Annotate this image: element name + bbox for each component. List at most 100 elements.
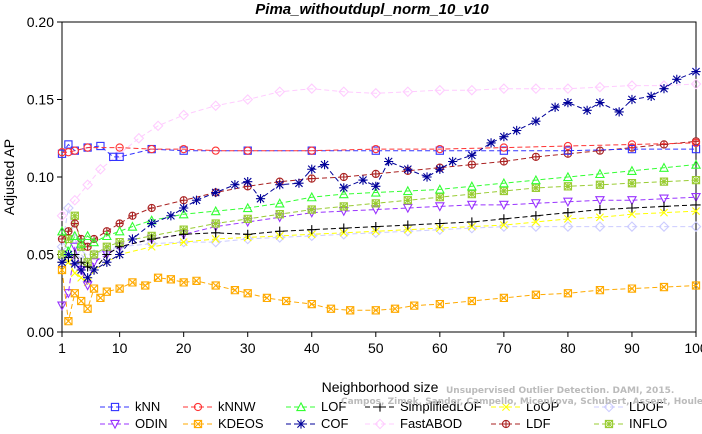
data-point-lof: [127, 221, 138, 231]
data-point-simplifiedlof: [627, 203, 637, 213]
data-point-ldof: [658, 221, 670, 232]
data-point-ldf: [128, 212, 137, 220]
data-point-ldf: [70, 219, 79, 228]
data-point-simplifiedlof: [595, 204, 605, 215]
data-point-cof: [582, 105, 592, 115]
legend-label-knn: kNN: [135, 399, 160, 414]
data-point-lof: [274, 198, 285, 208]
legend-item-lof: LOF: [286, 399, 346, 414]
watermark-line-2: Campos, Zimek, Sander, Campello, Micenko…: [341, 397, 702, 407]
data-point-lof: [690, 159, 702, 169]
data-point-ldof: [63, 202, 74, 214]
data-point-kdeos: [166, 275, 176, 284]
x-tick-label: 20: [176, 340, 192, 356]
data-point-ldof: [626, 221, 638, 232]
data-point-ldf: [499, 157, 509, 166]
legend-item-knn: kNN: [100, 399, 160, 414]
data-point-fastabod: [133, 132, 145, 144]
x-tick-label: 60: [432, 340, 448, 356]
data-point-knnw: [563, 141, 573, 151]
data-point-knn: [96, 141, 105, 151]
data-point-cof: [672, 74, 682, 84]
data-point-cof: [211, 187, 221, 198]
data-point-fastabod: [562, 83, 574, 95]
data-point-cof: [422, 172, 432, 182]
data-point-loop: [211, 235, 220, 243]
data-point-kdeos: [83, 304, 92, 313]
data-point-cof: [294, 178, 304, 188]
data-point-knn: [499, 146, 509, 155]
data-point-inflo: [83, 258, 92, 267]
data-point-cof: [435, 164, 445, 174]
data-point-lof: [89, 236, 100, 247]
data-point-cof: [512, 125, 522, 136]
data-point-lof: [101, 230, 112, 241]
data-point-odin: [658, 194, 669, 204]
legend-marker-kdeos: [193, 419, 203, 429]
legend: kNN kNNW LOF SimplifiedLOF LoOP LDOF ODIN KDEOS…: [100, 399, 667, 431]
data-point-simplifiedlof: [371, 222, 381, 232]
legend-label-fastabod: FastABOD: [400, 416, 462, 431]
series-ldf: [57, 137, 701, 251]
data-point-lof: [626, 165, 637, 175]
data-point-ldf: [595, 146, 605, 155]
x-tick-label: 100: [684, 340, 702, 356]
data-point-kdeos: [179, 278, 188, 287]
data-point-odin: [690, 193, 702, 203]
data-point-fastabod: [69, 194, 81, 206]
chart-title: Pima_withoutdupl_norm_10_v10: [255, 1, 489, 18]
data-point-simplifiedlof: [499, 214, 509, 224]
data-point-ldf: [500, 157, 508, 166]
legend-label-ldof: LDOF: [629, 399, 664, 414]
data-point-kdeos: [102, 287, 111, 296]
legend-label-knnw: kNNW: [218, 399, 256, 414]
data-point-kdeos: [563, 289, 573, 298]
legend-marker-ldf: [501, 419, 511, 429]
data-point-ldf: [180, 196, 188, 204]
data-point-loop: [595, 213, 604, 222]
data-point-ldof: [146, 238, 158, 250]
data-point-cof: [166, 211, 176, 221]
data-point-kdeos: [307, 299, 316, 309]
data-point-lof: [242, 202, 253, 213]
y-axis-label: Adjusted AP: [1, 139, 17, 215]
y-tick-label: 0.00: [27, 324, 54, 340]
data-point-ldf: [148, 204, 156, 212]
data-point-inflo: [371, 199, 380, 208]
data-point-kdeos: [595, 286, 605, 295]
data-point-simplifiedlof: [115, 242, 125, 252]
data-point-simplifiedlof: [691, 200, 701, 210]
data-point-kdeos: [211, 281, 220, 290]
series-cof: [57, 67, 701, 283]
x-tick-label: 90: [624, 340, 640, 356]
data-point-kdeos: [410, 301, 419, 310]
data-point-ldf: [467, 160, 477, 169]
data-point-lof: [562, 171, 573, 182]
data-point-cof: [83, 273, 93, 283]
data-point-loop: [147, 242, 156, 251]
data-point-kdeos: [467, 296, 477, 306]
data-point-inflo: [115, 237, 124, 247]
data-point-loop: [339, 228, 348, 237]
y-tick-label: 0.15: [27, 92, 54, 108]
data-point-cof: [76, 265, 86, 275]
data-point-cof: [486, 138, 496, 148]
data-point-simplifiedlof: [531, 211, 541, 221]
legend-marker-cof: [296, 419, 306, 429]
data-point-cof: [358, 175, 368, 185]
data-point-cof: [115, 249, 125, 260]
data-point-kdeos: [435, 299, 444, 309]
data-point-inflo: [70, 211, 79, 220]
series-line-simplifiedlof: [61, 204, 697, 271]
data-point-fastabod: [338, 86, 350, 98]
legend-item-ldof: LDOF: [594, 399, 664, 414]
data-point-fastabod: [95, 163, 106, 175]
data-point-inflo: [102, 242, 111, 251]
data-point-kdeos: [346, 306, 355, 315]
data-point-simplifiedlof: [211, 228, 221, 238]
data-point-inflo: [64, 234, 73, 244]
legend-marker-knn: [110, 402, 120, 412]
data-point-ldf: [660, 140, 668, 149]
x-tick-label: 80: [560, 340, 576, 356]
data-point-loop: [467, 222, 476, 231]
